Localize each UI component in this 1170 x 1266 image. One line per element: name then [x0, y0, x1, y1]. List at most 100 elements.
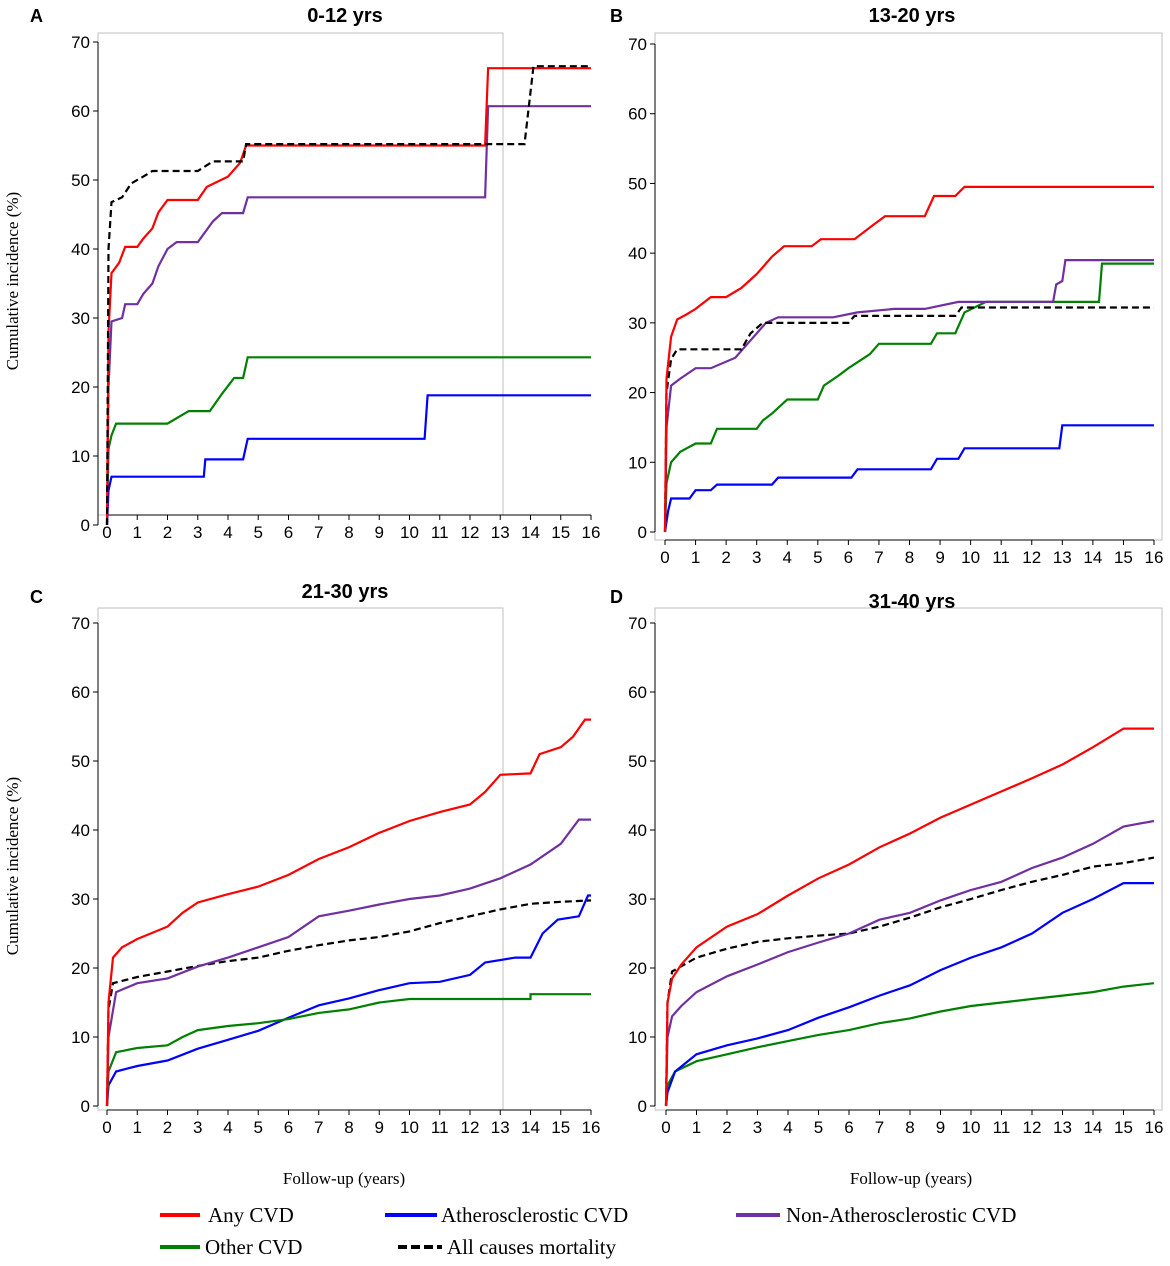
x-tick-label: 2 [163, 1118, 172, 1137]
plot-frame [654, 32, 1163, 541]
y-tick-label: 70 [71, 614, 90, 633]
x-tick-label: 6 [844, 1118, 853, 1137]
x-tick-label: 6 [844, 548, 853, 567]
y-tick-label: 0 [81, 1097, 90, 1116]
y-tick-label: 60 [71, 102, 90, 121]
x-tick-label: 5 [254, 1118, 263, 1137]
x-tick-label: 2 [721, 548, 730, 567]
y-tick-label: 0 [638, 1097, 647, 1116]
y-tick-label: 60 [71, 683, 90, 702]
series-line-any [663, 185, 1154, 533]
series-line-any [664, 727, 1154, 1107]
x-tick-label: 3 [752, 548, 761, 567]
y-tick-label: 20 [71, 378, 90, 397]
x-tick-label: 15 [551, 1118, 570, 1137]
x-tick-label: 5 [814, 1118, 823, 1137]
legend-label: Non-Atherosclerostic CVD [786, 1203, 1016, 1227]
x-tick-label: 14 [1083, 548, 1102, 567]
y-tick-label: 20 [628, 384, 647, 403]
x-tick-label: 13 [491, 523, 510, 542]
panel-letter: B [610, 6, 623, 26]
x-tick-label: 10 [400, 1118, 419, 1137]
series-line-non [664, 819, 1155, 1107]
x-tick-label: 8 [344, 1118, 353, 1137]
y-tick-label: 70 [628, 614, 647, 633]
y-tick-label: 50 [628, 174, 647, 193]
y-tick-label: 10 [71, 447, 90, 466]
y-tick-label: 40 [71, 240, 90, 259]
x-tick-label: 11 [431, 523, 449, 542]
legend: Any CVD Atherosclerostic CVD Non-Atheroscl… [160, 1203, 1016, 1259]
series-line-non [663, 259, 1154, 533]
y-tick-label: 30 [71, 309, 90, 328]
x-tick-label: 1 [692, 1118, 701, 1137]
series-line-oth [664, 982, 1155, 1107]
legend-label: All causes mortality [447, 1235, 617, 1259]
x-tick-label: 9 [375, 1118, 384, 1137]
panel-title: 13-20 yrs [869, 5, 956, 27]
panel-letter: D [610, 587, 623, 607]
y-tick-label: 30 [628, 890, 647, 909]
legend-label: Atherosclerostic CVD [441, 1203, 628, 1227]
x-tick-label: 3 [193, 523, 202, 542]
x-tick-label: 16 [582, 523, 601, 542]
x-tick-label: 15 [1114, 548, 1133, 567]
panel-title: 21-30 yrs [302, 581, 389, 603]
series-line-oth [105, 993, 591, 1107]
series-line-any [105, 67, 591, 526]
series-line-mort [105, 899, 592, 1107]
x-tick-label: 10 [400, 523, 419, 542]
x-tick-label: 1 [133, 1118, 142, 1137]
y-tick-label: 50 [71, 171, 90, 190]
series-line-any [105, 718, 591, 1107]
x-tick-label: 9 [935, 548, 944, 567]
y-tick-label: 10 [71, 1028, 90, 1047]
x-tick-label: 3 [753, 1118, 762, 1137]
x-tick-label: 10 [961, 548, 980, 567]
x-tick-label: 11 [993, 1118, 1011, 1137]
x-tick-label: 9 [375, 523, 384, 542]
x-tick-label: 8 [905, 548, 914, 567]
series-line-non [105, 105, 591, 526]
y-tick-label: 40 [628, 821, 647, 840]
x-tick-label: 14 [1084, 1118, 1103, 1137]
x-tick-label: 7 [314, 1118, 323, 1137]
series-line-mort [664, 856, 1155, 1107]
series-line-mort [105, 65, 591, 526]
x-tick-label: 0 [660, 548, 669, 567]
x-tick-label: 0 [661, 1118, 670, 1137]
y-tick-label: 60 [628, 105, 647, 124]
x-tick-label: 11 [431, 1118, 449, 1137]
x-tick-label: 9 [936, 1118, 945, 1137]
y-tick-label: 40 [628, 244, 647, 263]
series-line-oth [663, 262, 1154, 533]
x-tick-label: 2 [722, 1118, 731, 1137]
x-tick-label: 4 [223, 1118, 232, 1137]
series-line-ath [664, 881, 1154, 1107]
series-line-oth [105, 356, 591, 526]
x-tick-label: 3 [193, 1118, 202, 1137]
x-tick-label: 14 [521, 1118, 540, 1137]
y-tick-label: 0 [638, 523, 647, 542]
x-tick-label: 8 [344, 523, 353, 542]
plot-frame [654, 607, 1163, 1111]
y-tick-label: 10 [628, 1028, 647, 1047]
x-tick-label: 6 [284, 523, 293, 542]
x-tick-label: 5 [813, 548, 822, 567]
x-tick-label: 13 [1053, 548, 1072, 567]
x-tick-label: 15 [1114, 1118, 1133, 1137]
x-tick-label: 7 [314, 523, 323, 542]
y-tick-label: 10 [628, 453, 647, 472]
x-tick-label: 1 [133, 523, 142, 542]
x-tick-label: 0 [102, 1118, 111, 1137]
x-tick-label: 6 [284, 1118, 293, 1137]
legend-label: Other CVD [205, 1235, 302, 1259]
legend-item-ath: Atherosclerostic CVD [385, 1203, 628, 1227]
x-tick-label: 10 [962, 1118, 981, 1137]
y-tick-label: 60 [628, 683, 647, 702]
series-line-ath [105, 394, 591, 526]
x-tick-label: 13 [491, 1118, 510, 1137]
